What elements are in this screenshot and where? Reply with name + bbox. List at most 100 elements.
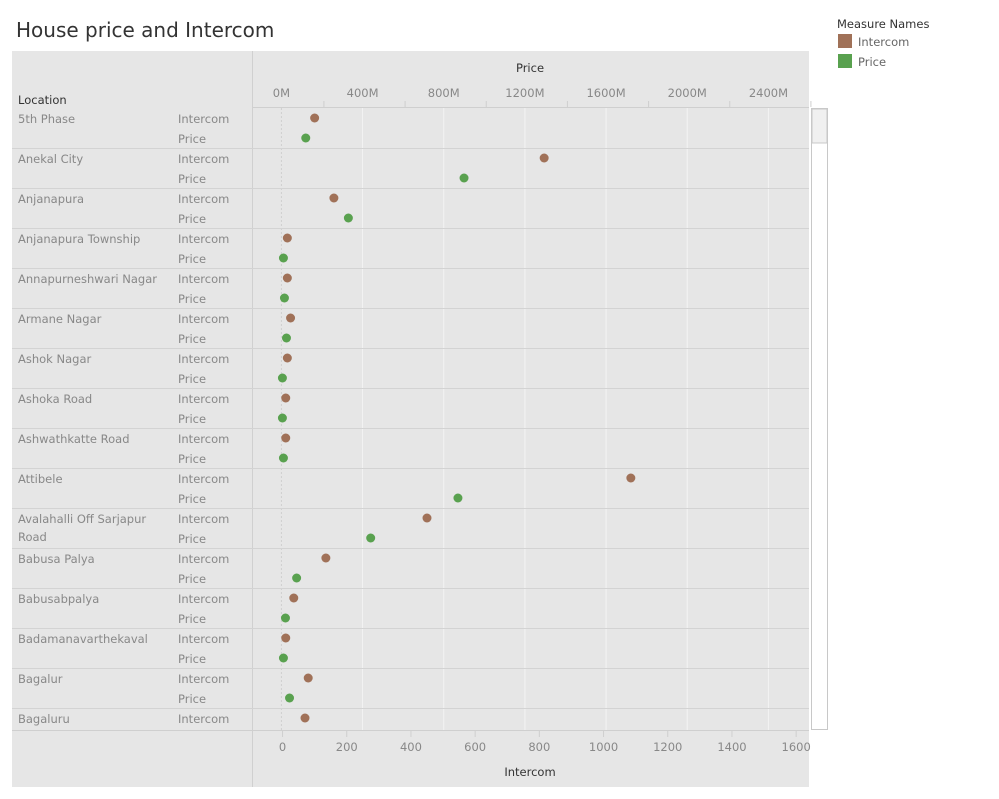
bottom-axis-tick-label: 400 bbox=[400, 740, 422, 754]
top-axis-tick-label: 2400M bbox=[749, 86, 788, 100]
row-header-location: Location bbox=[18, 93, 67, 107]
price-point[interactable] bbox=[277, 413, 287, 423]
location-label: Anekal City bbox=[18, 152, 83, 166]
top-axis-tick-label: 0M bbox=[273, 86, 290, 100]
legend-label-price[interactable]: Price bbox=[858, 55, 886, 69]
measure-label-intercom: Intercom bbox=[178, 712, 229, 726]
intercom-point[interactable] bbox=[321, 553, 331, 563]
top-axis-tick-label: 800M bbox=[428, 86, 460, 100]
measure-label-price: Price bbox=[178, 652, 206, 666]
measure-label-intercom: Intercom bbox=[178, 392, 229, 406]
bottom-axis-tick-label: 800 bbox=[528, 740, 550, 754]
measure-label-price: Price bbox=[178, 212, 206, 226]
location-label: Anjanapura Township bbox=[18, 232, 140, 246]
measure-label-intercom: Intercom bbox=[178, 432, 229, 446]
measure-label-price: Price bbox=[178, 292, 206, 306]
legend-swatch-price[interactable] bbox=[838, 54, 852, 68]
price-point[interactable] bbox=[278, 453, 288, 463]
chart-title: House price and Intercom bbox=[16, 18, 274, 42]
location-label: Anjanapura bbox=[18, 192, 84, 206]
price-point[interactable] bbox=[301, 133, 311, 143]
measure-label-intercom: Intercom bbox=[178, 472, 229, 486]
location-label: Ashwathkatte Road bbox=[18, 432, 130, 446]
bottom-axis-title: Intercom bbox=[504, 765, 555, 779]
price-point[interactable] bbox=[277, 373, 287, 383]
intercom-point[interactable] bbox=[422, 513, 432, 523]
measure-label-intercom: Intercom bbox=[178, 632, 229, 646]
measure-label-intercom: Intercom bbox=[178, 672, 229, 686]
location-label: Babusabpalya bbox=[18, 592, 99, 606]
measure-label-intercom: Intercom bbox=[178, 232, 229, 246]
price-point[interactable] bbox=[453, 493, 463, 503]
measure-label-price: Price bbox=[178, 132, 206, 146]
location-label: 5th Phase bbox=[18, 112, 75, 126]
intercom-point[interactable] bbox=[329, 193, 339, 203]
measure-label-price: Price bbox=[178, 452, 206, 466]
price-point[interactable] bbox=[278, 253, 288, 263]
measure-label-price: Price bbox=[178, 532, 206, 546]
price-point[interactable] bbox=[343, 213, 353, 223]
intercom-point[interactable] bbox=[282, 233, 292, 243]
measure-label-price: Price bbox=[178, 412, 206, 426]
price-point[interactable] bbox=[279, 293, 289, 303]
intercom-point[interactable] bbox=[300, 713, 310, 723]
bottom-axis-tick-label: 1600 bbox=[782, 740, 811, 754]
bottom-axis-tick-label: 600 bbox=[464, 740, 486, 754]
legend-swatch-intercom[interactable] bbox=[838, 34, 852, 48]
location-label: Babusa Palya bbox=[18, 552, 95, 566]
bottom-axis-tick-label: 200 bbox=[336, 740, 358, 754]
top-axis-tick-label: 2000M bbox=[668, 86, 707, 100]
intercom-point[interactable] bbox=[282, 273, 292, 283]
legend-title: Measure Names bbox=[837, 17, 929, 31]
price-point[interactable] bbox=[292, 573, 302, 583]
location-label: Bagalur bbox=[18, 672, 63, 686]
measure-label-price: Price bbox=[178, 612, 206, 626]
location-label: Attibele bbox=[18, 472, 63, 486]
measure-label-price: Price bbox=[178, 172, 206, 186]
legend-label-intercom[interactable]: Intercom bbox=[858, 35, 909, 49]
intercom-point[interactable] bbox=[281, 393, 291, 403]
top-axis-title: Price bbox=[516, 61, 544, 75]
scrollbar-track[interactable] bbox=[811, 108, 828, 730]
bottom-axis-tick-label: 1000 bbox=[589, 740, 618, 754]
top-axis-tick-label: 1200M bbox=[505, 86, 544, 100]
measure-label-price: Price bbox=[178, 572, 206, 586]
chart-panel bbox=[12, 51, 809, 787]
price-point[interactable] bbox=[459, 173, 469, 183]
location-label: Badamanavarthekaval bbox=[18, 632, 148, 646]
intercom-point[interactable] bbox=[310, 113, 320, 123]
intercom-point[interactable] bbox=[281, 433, 291, 443]
price-point[interactable] bbox=[278, 653, 288, 663]
bottom-axis-tick-label: 1200 bbox=[653, 740, 682, 754]
measure-label-intercom: Intercom bbox=[178, 312, 229, 326]
location-label: Annapurneshwari Nagar bbox=[18, 272, 157, 286]
intercom-point[interactable] bbox=[286, 313, 296, 323]
intercom-point[interactable] bbox=[539, 153, 549, 163]
intercom-point[interactable] bbox=[282, 353, 292, 363]
price-point[interactable] bbox=[281, 333, 291, 343]
bottom-axis-tick-label: 0 bbox=[279, 740, 286, 754]
measure-label-intercom: Intercom bbox=[178, 272, 229, 286]
location-label: Ashok Nagar bbox=[18, 352, 91, 366]
intercom-point[interactable] bbox=[626, 473, 636, 483]
price-point[interactable] bbox=[285, 693, 295, 703]
measure-label-intercom: Intercom bbox=[178, 352, 229, 366]
measure-label-intercom: Intercom bbox=[178, 512, 229, 526]
measure-label-intercom: Intercom bbox=[178, 552, 229, 566]
location-label: Ashoka Road bbox=[18, 392, 92, 406]
location-label: Armane Nagar bbox=[18, 312, 102, 326]
measure-label-intercom: Intercom bbox=[178, 192, 229, 206]
price-point[interactable] bbox=[366, 533, 376, 543]
measure-label-intercom: Intercom bbox=[178, 592, 229, 606]
bottom-axis-tick-label: 1400 bbox=[717, 740, 746, 754]
intercom-point[interactable] bbox=[289, 593, 299, 603]
intercom-point[interactable] bbox=[303, 673, 313, 683]
intercom-point[interactable] bbox=[281, 633, 291, 643]
measure-label-price: Price bbox=[178, 692, 206, 706]
scrollbar-thumb[interactable] bbox=[811, 108, 828, 144]
top-axis-tick-label: 1600M bbox=[586, 86, 625, 100]
price-point[interactable] bbox=[280, 613, 290, 623]
location-label: Bagaluru bbox=[18, 712, 70, 726]
measure-label-intercom: Intercom bbox=[178, 112, 229, 126]
